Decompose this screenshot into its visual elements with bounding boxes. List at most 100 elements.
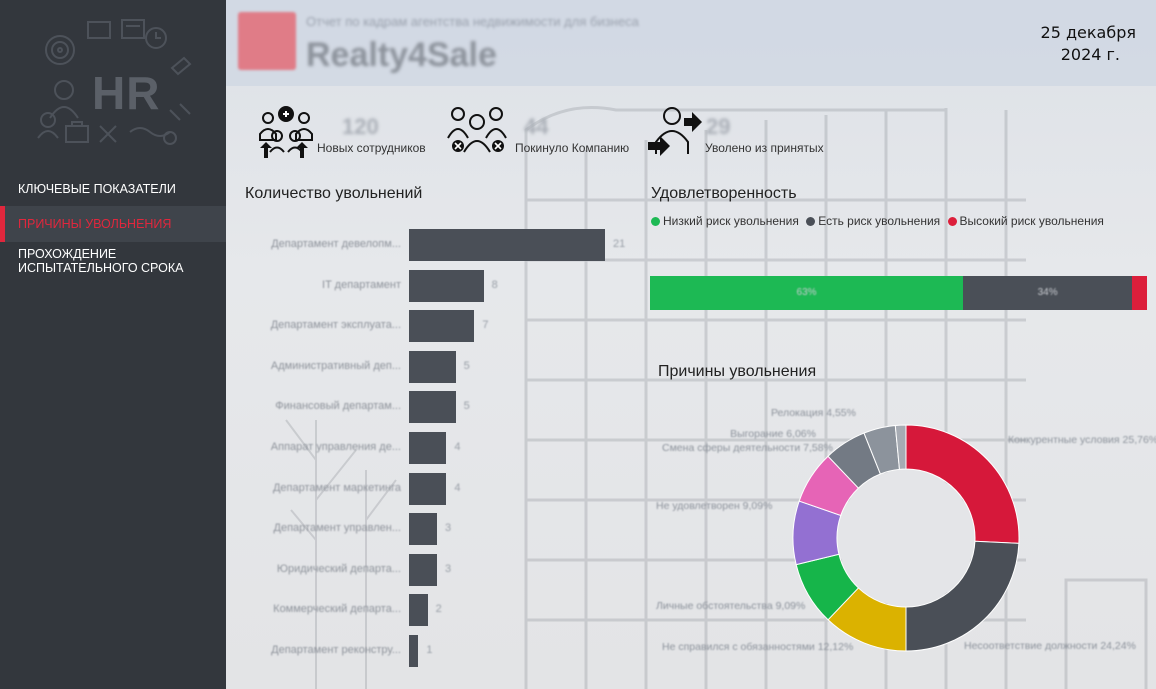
reasons-chart-title: Причины увольнения xyxy=(658,363,817,380)
hr-logo: HR xyxy=(30,8,200,158)
bar[interactable] xyxy=(409,635,419,667)
legend-dot-icon xyxy=(947,217,957,226)
bar-row[interactable]: Юридический департа... 3 xyxy=(226,553,656,586)
kpi-label: Новых сотрудников xyxy=(317,141,426,155)
satisfaction-stacked-bar: 63% 34% xyxy=(650,276,1147,310)
legend-item-some-risk[interactable]: Есть риск увольнения xyxy=(806,214,940,228)
stacked-segment[interactable]: 34% xyxy=(963,276,1133,310)
slice-percent: 25,76% xyxy=(1119,434,1156,446)
slice-name: Личные обстоятельства xyxy=(656,600,773,612)
kpi-left-company: 44 Покинуло Компанию xyxy=(446,104,646,160)
sidebar-item-key-indicators[interactable]: КЛЮЧЕВЫЕ ПОКАЗАТЕЛИ xyxy=(0,182,226,196)
kpi-value: 120 xyxy=(342,114,379,139)
bar-row[interactable]: IT департамент 8 xyxy=(226,269,656,302)
main-area: Отчет по кадрам агентства недвижимости д… xyxy=(226,0,1156,689)
kpi-label: Уволено из принятых xyxy=(705,141,824,155)
bar-value-label: 1 xyxy=(426,644,433,656)
bar-row[interactable]: Департамент управлен... 3 xyxy=(226,513,656,546)
segment-percent-label xyxy=(1132,287,1147,321)
donut-slice-label: Конкурентные условия 25,76% xyxy=(1008,434,1156,446)
slice-percent: 12,12% xyxy=(814,641,854,653)
slice-name: Выгорание xyxy=(730,428,784,440)
bar-category-label: Департамент эксплуата... xyxy=(270,319,401,332)
legend-item-low-risk[interactable]: Низкий риск увольнения xyxy=(651,214,799,228)
legend-dot-icon xyxy=(806,217,816,226)
bar-row[interactable]: Департамент девелопм... 21 xyxy=(226,229,656,261)
dismissals-chart-title: Количество увольнений xyxy=(245,185,423,202)
sidebar: HR КЛЮЧЕВЫЕ ПОКАЗАТЕЛИ ПРИЧИНЫ УВОЛЬНЕНИ… xyxy=(0,0,226,689)
bar-row[interactable]: Департамент маркетинга 4 xyxy=(226,472,656,505)
bar-value-label: 3 xyxy=(445,562,452,575)
slice-percent: 9,09% xyxy=(772,600,806,612)
date-line-1: 25 декабря xyxy=(1040,23,1136,42)
bar-row[interactable]: Коммерческий департа... 2 xyxy=(226,594,656,627)
bar-row[interactable]: Финансовый департам... 5 xyxy=(226,391,656,424)
kpi-value: 29 xyxy=(706,114,731,139)
slice-name: Несоответствие должности xyxy=(964,640,1098,652)
donut-slice-label: Выгорание 6,06% xyxy=(712,428,816,440)
legend-label: Есть риск увольнения xyxy=(818,214,941,228)
stacked-segment[interactable] xyxy=(1132,276,1147,310)
legend-dot-icon xyxy=(651,217,660,226)
reasons-donut-chart xyxy=(786,418,1026,663)
bar[interactable] xyxy=(409,432,447,464)
bar-category-label: IT департамент xyxy=(322,278,401,291)
sidebar-item-probation[interactable]: ПРОХОЖДЕНИЕ ИСПЫТАТЕЛЬНОГО СРОКА xyxy=(0,247,200,275)
slice-percent: 6,06% xyxy=(783,428,816,440)
bar-row[interactable]: Департамент эксплуата... 7 xyxy=(226,310,656,343)
donut-slice-label: Релокация 4,55% xyxy=(716,407,856,419)
bar[interactable] xyxy=(409,310,475,343)
brand-name: Realty4Sale xyxy=(306,36,497,74)
bar[interactable] xyxy=(409,269,484,302)
bar-value-label: 5 xyxy=(463,400,470,413)
donut-slice[interactable] xyxy=(894,424,907,470)
donut-svg xyxy=(792,424,1020,652)
sidebar-item-label: ПРИЧИНЫ УВОЛЬНЕНИЯ xyxy=(18,217,172,231)
slice-percent: 4,55% xyxy=(823,407,856,419)
bar-row[interactable]: Департамент реконстру... 1 xyxy=(226,635,656,667)
legend-label: Низкий риск увольнения xyxy=(663,214,799,228)
donut-slice-label: Личные обстоятельства 9,09% xyxy=(656,600,805,612)
sidebar-item-label: КЛЮЧЕВЫЕ ПОКАЗАТЕЛИ xyxy=(18,182,176,196)
kpi-fired: 29 Уволено из принятых xyxy=(646,104,856,160)
bar[interactable] xyxy=(409,391,456,424)
segment-percent-label: 34% xyxy=(1037,287,1058,298)
bar[interactable] xyxy=(409,350,456,383)
brand-subtitle: Отчет по кадрам агентства недвижимости д… xyxy=(306,14,639,29)
slice-name: Конкурентные условия xyxy=(1008,434,1120,446)
kpi-label: Покинуло Компанию xyxy=(515,141,630,155)
report-date: 25 декабря 2024 г. xyxy=(976,22,1136,66)
segment-percent-label: 63% xyxy=(796,287,817,298)
satisfaction-title: Удовлетворенность xyxy=(651,185,797,202)
bar-value-label: 4 xyxy=(454,441,461,453)
bar[interactable] xyxy=(409,594,428,627)
donut-slice-label: Несоответствие должности 24,24% xyxy=(964,640,1136,652)
bar[interactable] xyxy=(409,553,437,586)
bar[interactable] xyxy=(409,472,447,505)
fired-icon xyxy=(648,107,702,156)
bar-row[interactable]: Административный деп... 5 xyxy=(226,350,656,383)
donut-slice-label: Не удовлетворен 9,09% xyxy=(656,500,772,512)
sidebar-item-dismissal-reasons[interactable]: ПРИЧИНЫ УВОЛЬНЕНИЯ xyxy=(0,206,226,242)
bar-value-label: 7 xyxy=(482,319,489,332)
bar-category-label: Департамент маркетинга xyxy=(272,481,401,494)
bar-category-label: Юридический департа... xyxy=(276,562,401,575)
bar-value-label: 2 xyxy=(435,603,442,616)
bar-category-label: Аппарат управления де... xyxy=(270,441,401,453)
bar-category-label: Финансовый департам... xyxy=(275,400,401,413)
stacked-segment[interactable]: 63% xyxy=(650,276,964,310)
slice-name: Смена сферы деятельности xyxy=(662,442,801,454)
bar[interactable] xyxy=(409,513,437,546)
bar-category-label: Административный деп... xyxy=(270,359,401,372)
bar[interactable] xyxy=(409,229,605,261)
bar-value-label: 8 xyxy=(491,278,498,291)
legend-item-high-risk[interactable]: Высокий риск увольнения xyxy=(947,214,1104,228)
left-company-icon xyxy=(447,107,507,153)
bar-row[interactable]: Аппарат управления де... 4 xyxy=(226,432,656,464)
slice-percent: 24,24% xyxy=(1097,640,1136,652)
kpi-value: 44 xyxy=(524,114,549,139)
bar-category-label: Коммерческий департа... xyxy=(273,603,401,616)
hr-logo-text: HR xyxy=(92,67,161,119)
slice-name: Не справился с обязанностями xyxy=(662,641,815,653)
kpi-new-employees: 120 Новых сотрудников xyxy=(258,104,458,160)
